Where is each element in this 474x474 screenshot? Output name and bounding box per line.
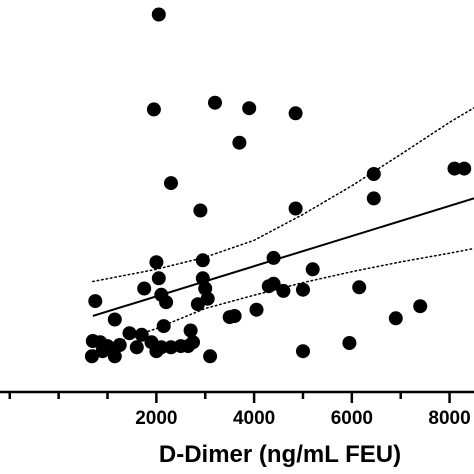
- x-axis-title: D-Dimer (ng/mL FEU): [159, 441, 401, 468]
- x-tick-label: 8000: [428, 408, 470, 429]
- x-axis: 2000 4000 6000 8000: [0, 390, 474, 429]
- data-point-52: [352, 280, 367, 295]
- data-point-51: [342, 336, 357, 350]
- data-point-39: [232, 135, 247, 150]
- data-point-43: [266, 276, 281, 291]
- data-point-0: [84, 349, 99, 364]
- data-point-7: [107, 349, 122, 364]
- data-point-45: [276, 283, 291, 298]
- data-point-29: [195, 253, 210, 268]
- data-point-57: [447, 161, 462, 176]
- regression-line: [92, 197, 474, 317]
- x-tick-label: 4000: [233, 408, 275, 429]
- data-point-16: [151, 271, 166, 286]
- data-point-46: [288, 106, 303, 121]
- data-point-19: [156, 319, 171, 334]
- data-point-20: [159, 295, 174, 310]
- data-point-34: [146, 102, 161, 117]
- x-tick-label: 6000: [331, 408, 373, 429]
- data-point-8: [112, 338, 127, 352]
- data-point-55: [388, 311, 403, 326]
- data-point-5: [100, 339, 115, 354]
- data-point-56: [413, 299, 428, 314]
- data-point-48: [296, 344, 310, 359]
- data-point-44: [266, 250, 281, 265]
- ci-upper-line: [92, 107, 474, 283]
- data-point-50: [305, 262, 320, 277]
- data-point-47: [288, 201, 303, 216]
- data-point-11: [134, 327, 149, 342]
- data-point-49: [296, 282, 310, 297]
- data-point-15: [149, 255, 164, 270]
- data-point-33: [200, 291, 215, 306]
- ci-lower-line: [92, 247, 474, 352]
- data-point-10: [129, 340, 144, 355]
- x-tick-label: 2000: [135, 408, 177, 429]
- fit-line: [92, 197, 474, 317]
- data-point-17: [154, 340, 169, 355]
- data-point-28: [193, 203, 208, 218]
- data-point-32: [203, 349, 218, 364]
- data-point-40: [242, 101, 257, 116]
- data-point-35: [151, 7, 166, 22]
- confidence-band: [92, 107, 474, 352]
- data-point-53: [366, 167, 381, 181]
- data-point-54: [366, 191, 381, 206]
- data-point-9: [122, 326, 137, 341]
- data-point-2: [88, 294, 103, 309]
- data-point-41: [249, 302, 264, 317]
- data-point-38: [227, 309, 242, 323]
- data-point-12: [137, 281, 152, 296]
- data-point-36: [208, 95, 222, 110]
- data-point-22: [164, 176, 178, 191]
- data-points: [84, 7, 472, 364]
- data-point-26: [186, 335, 200, 350]
- data-point-58: [457, 161, 472, 176]
- data-point-6: [107, 312, 122, 327]
- data-point-25: [183, 323, 198, 338]
